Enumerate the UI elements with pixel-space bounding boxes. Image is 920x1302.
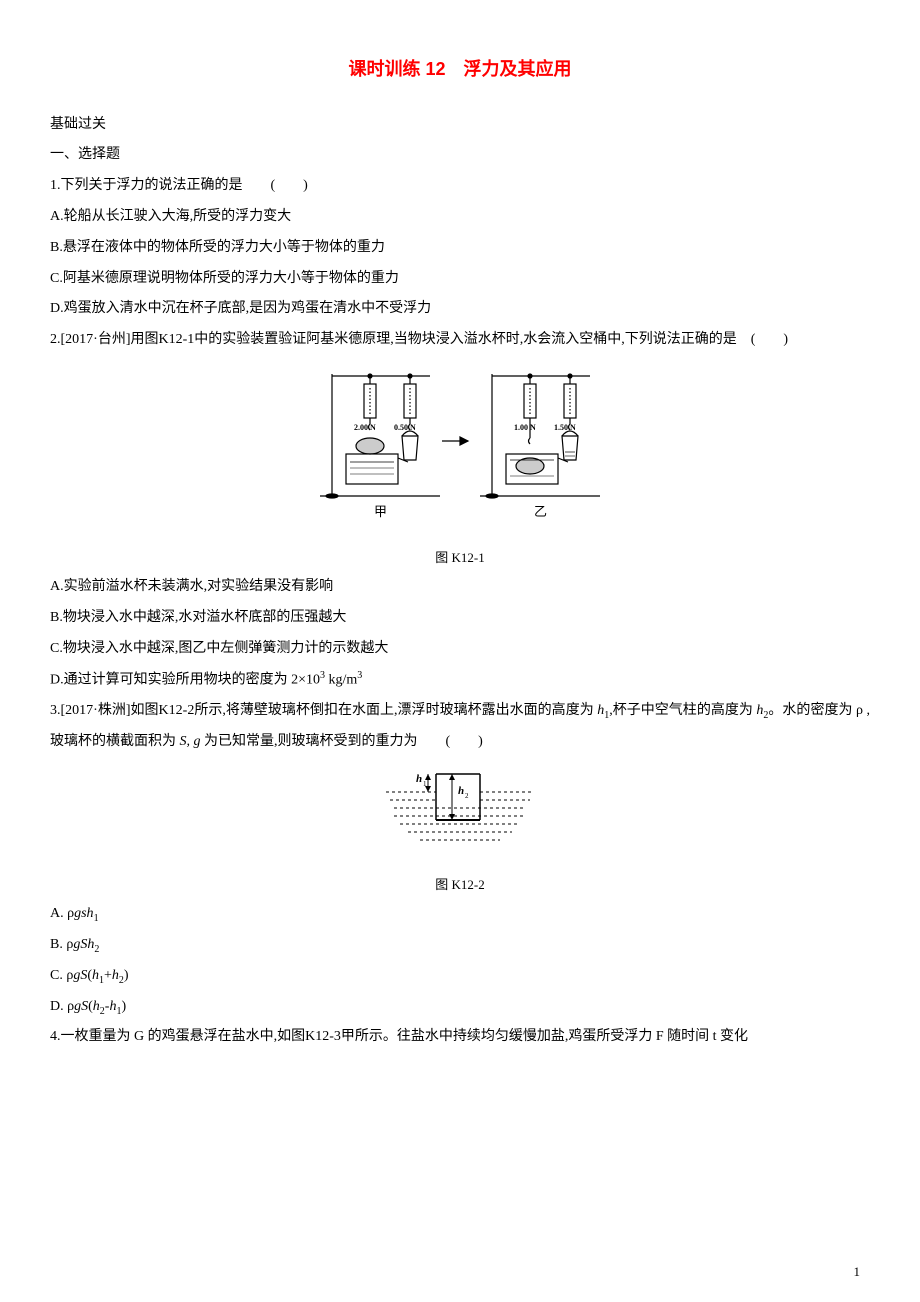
q2-caption: 图 K12-1 bbox=[50, 544, 870, 573]
q3-option-a: A. ρgsh1 bbox=[50, 899, 870, 930]
q1-stem: 1.下列关于浮力的说法正确的是 ( ) bbox=[50, 171, 870, 202]
q3-stem: 3.[2017·株洲]如图K12-2所示,将薄壁玻璃杯倒扣在水面上,漂浮时玻璃杯… bbox=[50, 696, 870, 758]
q3-stem-b: ,杯子中空气柱的高度为 bbox=[609, 703, 756, 718]
q3-option-c: C. ρgS(h1+h2) bbox=[50, 961, 870, 992]
q2-label-right-b: 1.50 N bbox=[554, 423, 576, 432]
q2-label-left-b: 0.50 N bbox=[394, 423, 416, 432]
q2-figure: 2.00 N 0.50 N 1.00 N 1.50 N 甲 乙 bbox=[50, 366, 870, 534]
q4-stem: 4.一枚重量为 G 的鸡蛋悬浮在盐水中,如图K12-3甲所示。往盐水中持续均匀缓… bbox=[50, 1022, 870, 1053]
q3-d-pre: D. ρ bbox=[50, 999, 74, 1014]
q3-fig-h2: h bbox=[458, 785, 464, 797]
q2-label-jia: 甲 bbox=[374, 504, 387, 519]
section-basic: 基础过关 bbox=[50, 110, 870, 141]
q3-a-sub: 1 bbox=[94, 913, 99, 924]
q3-c-plus: + bbox=[104, 968, 112, 983]
q2-d-text: D.通过计算可知实验所用物块的密度为 2×10 bbox=[50, 672, 320, 687]
section-one: 一、选择题 bbox=[50, 140, 870, 171]
q3-fig-h1-sub: 1 bbox=[423, 780, 427, 788]
q3-stem-d: 为已知常量,则玻璃杯受到的重力为 ( ) bbox=[201, 734, 483, 749]
q3-caption: 图 K12-2 bbox=[50, 871, 870, 900]
page-number: 1 bbox=[854, 1258, 861, 1287]
q3-c-h1: h bbox=[92, 968, 99, 983]
q3-c-pre: C. ρ bbox=[50, 968, 73, 983]
q2-label-right-a: 1.00 N bbox=[514, 423, 536, 432]
q2-label-yi: 乙 bbox=[534, 504, 547, 519]
q2-d-unit-exp: 3 bbox=[357, 670, 362, 681]
q3-option-b: B. ρgSh2 bbox=[50, 930, 870, 961]
q3-a-mid: gsh bbox=[74, 906, 93, 921]
q3-d-h2: h bbox=[93, 999, 100, 1014]
q3-c-mid: gS bbox=[73, 968, 87, 983]
q3-d-mid: gS bbox=[74, 999, 88, 1014]
q3-b-mid: gSh bbox=[73, 937, 94, 952]
q2-d-unit: kg/m bbox=[325, 672, 357, 687]
q1-option-c: C.阿基米德原理说明物体所受的浮力大小等于物体的重力 bbox=[50, 264, 870, 295]
q1-option-b: B.悬浮在液体中的物体所受的浮力大小等于物体的重力 bbox=[50, 233, 870, 264]
q3-d-close: ) bbox=[121, 999, 126, 1014]
q3-fig-h1: h bbox=[416, 773, 422, 785]
q3-sg-var: S, g bbox=[180, 734, 201, 749]
q2-label-left-a: 2.00 N bbox=[354, 423, 376, 432]
q3-c-close: ) bbox=[124, 968, 129, 983]
q3-figure: h 1 h 2 bbox=[50, 768, 870, 861]
q2-stem: 2.[2017·台州]用图K12-1中的实验装置验证阿基米德原理,当物块浸入溢水… bbox=[50, 325, 870, 356]
q3-c-h2: h bbox=[112, 968, 119, 983]
q2-option-d: D.通过计算可知实验所用物块的密度为 2×103 kg/m3 bbox=[50, 665, 870, 696]
q3-fig-h2-sub: 2 bbox=[465, 792, 469, 800]
q1-option-d: D.鸡蛋放入清水中沉在杯子底部,是因为鸡蛋在清水中不受浮力 bbox=[50, 294, 870, 325]
q1-option-a: A.轮船从长江驶入大海,所受的浮力变大 bbox=[50, 202, 870, 233]
q2-option-b: B.物块浸入水中越深,水对溢水杯底部的压强越大 bbox=[50, 603, 870, 634]
q3-option-d: D. ρgS(h2-h1) bbox=[50, 992, 870, 1023]
q2-option-a: A.实验前溢水杯未装满水,对实验结果没有影响 bbox=[50, 572, 870, 603]
q3-b-pre: B. ρ bbox=[50, 937, 73, 952]
page-title: 课时训练 12 浮力及其应用 bbox=[50, 50, 870, 90]
q3-a-pre: A. ρ bbox=[50, 906, 74, 921]
q2-option-c: C.物块浸入水中越深,图乙中左侧弹簧测力计的示数越大 bbox=[50, 634, 870, 665]
q3-stem-a: 3.[2017·株洲]如图K12-2所示,将薄壁玻璃杯倒扣在水面上,漂浮时玻璃杯… bbox=[50, 703, 597, 718]
q3-b-sub: 2 bbox=[94, 944, 99, 955]
